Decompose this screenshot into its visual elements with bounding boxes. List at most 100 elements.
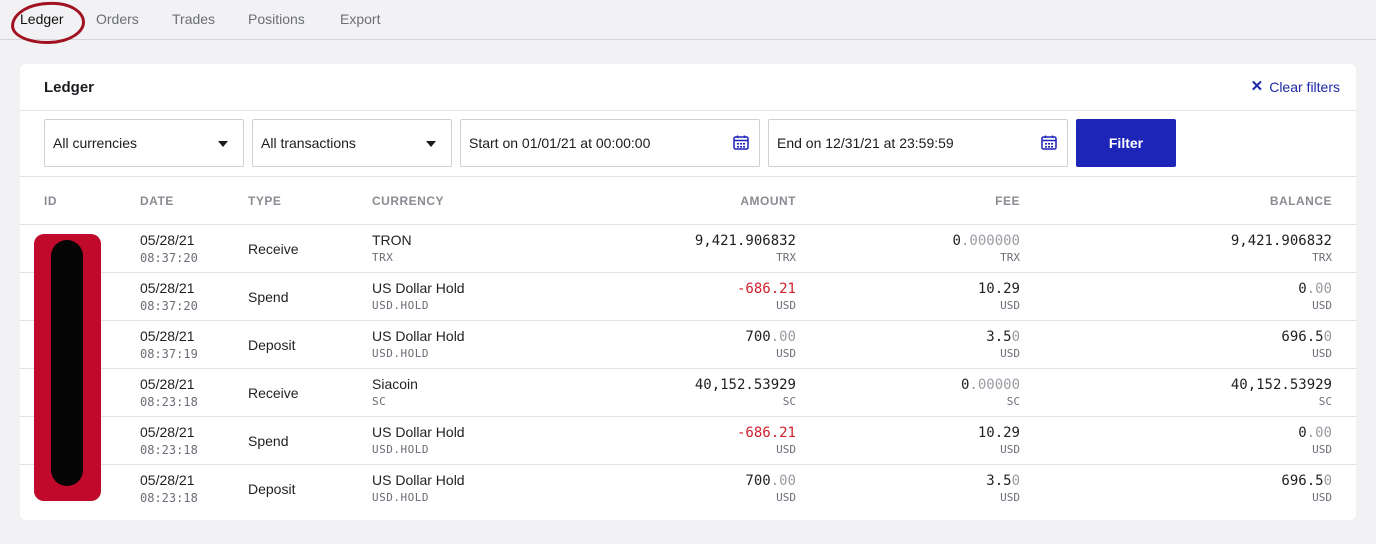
row-fee-unit: TRX (1000, 251, 1020, 264)
ledger-card: Ledger ✕ Clear filters All currencies Al… (20, 64, 1356, 520)
tab-bar: Ledger Orders Trades Positions Export (0, 0, 1376, 40)
column-header-fee[interactable]: FEE (995, 194, 1020, 208)
row-amount-unit: USD (776, 347, 796, 360)
row-type: Receive (248, 241, 299, 257)
row-amount-unit: USD (776, 443, 796, 456)
table-row[interactable]: 05/28/21 08:23:18 Deposit US Dollar Hold… (20, 464, 1356, 512)
row-currency: US Dollar Hold (372, 472, 465, 488)
row-date: 05/28/21 (140, 472, 195, 488)
row-fee: 0.000000 (952, 233, 1020, 249)
card-title: Ledger (44, 79, 95, 96)
row-balance: 0.00 (1298, 281, 1332, 297)
row-type: Deposit (248, 337, 296, 353)
row-fee: 3.50 (986, 329, 1020, 345)
row-amount-unit: USD (776, 299, 796, 312)
tab-ledger[interactable]: Ledger (20, 11, 64, 27)
row-amount-unit: SC (782, 395, 796, 408)
row-currency: TRON (372, 232, 412, 248)
tab-positions[interactable]: Positions (248, 11, 305, 27)
row-fee: 3.50 (986, 473, 1020, 489)
divider (20, 110, 1356, 111)
row-currency: US Dollar Hold (372, 328, 465, 344)
row-date: 05/28/21 (140, 328, 195, 344)
clear-filters-link[interactable]: ✕ Clear filters (1251, 79, 1340, 95)
row-currency-code: USD.HOLD (372, 491, 429, 504)
row-currency-code: USD.HOLD (372, 443, 429, 456)
row-currency: Siacoin (372, 376, 418, 392)
row-time: 08:37:19 (140, 347, 198, 361)
row-fee: 10.29 (977, 281, 1020, 297)
table-row[interactable]: 05/28/21 08:37:20 Receive TRON TRX 9,421… (20, 224, 1356, 272)
currency-select[interactable]: All currencies (44, 119, 244, 167)
column-header-balance[interactable]: BALANCE (1269, 194, 1332, 208)
column-header-id[interactable]: ID (44, 194, 57, 208)
row-type: Spend (248, 433, 289, 449)
row-currency-code: SC (372, 395, 387, 408)
row-balance-unit: SC (1318, 395, 1332, 408)
column-header-type[interactable]: TYPE (248, 194, 282, 208)
caret-down-icon (426, 141, 436, 147)
row-currency-code: TRX (372, 251, 394, 264)
row-date: 05/28/21 (140, 424, 195, 440)
redaction-mark (34, 234, 101, 501)
row-currency: US Dollar Hold (372, 424, 465, 440)
table-row[interactable]: 05/28/21 08:23:18 Spend US Dollar Hold U… (20, 416, 1356, 464)
column-header-amount[interactable]: AMOUNT (740, 194, 796, 208)
table-row[interactable]: 05/28/21 08:37:20 Spend US Dollar Hold U… (20, 272, 1356, 320)
row-date: 05/28/21 (140, 280, 195, 296)
column-header-date[interactable]: DATE (140, 194, 174, 208)
row-fee-unit: USD (1000, 443, 1020, 456)
row-balance-unit: USD (1312, 491, 1332, 504)
row-type: Spend (248, 289, 289, 305)
column-header-currency[interactable]: CURRENCY (372, 194, 445, 208)
row-fee-unit: USD (1000, 347, 1020, 360)
row-fee-unit: SC (1006, 395, 1020, 408)
filter-button[interactable]: Filter (1076, 119, 1176, 167)
row-fee-unit: USD (1000, 491, 1020, 504)
tab-orders[interactable]: Orders (96, 11, 139, 27)
tab-trades[interactable]: Trades (172, 11, 216, 27)
row-amount: -686.21 (736, 281, 796, 297)
row-time: 08:37:20 (140, 299, 198, 313)
ledger-table-body: 05/28/21 08:37:20 Receive TRON TRX 9,421… (20, 224, 1356, 512)
transaction-type-select[interactable]: All transactions (252, 119, 452, 167)
transaction-select-value: All transactions (261, 135, 356, 151)
currency-select-value: All currencies (53, 135, 138, 151)
row-date: 05/28/21 (140, 376, 195, 392)
row-balance-unit: USD (1312, 443, 1332, 456)
row-amount: 700.00 (745, 329, 796, 345)
row-currency: US Dollar Hold (372, 280, 465, 296)
table-row[interactable]: 05/28/21 08:23:18 Receive Siacoin SC 40,… (20, 368, 1356, 416)
row-time: 08:23:18 (140, 443, 198, 457)
row-fee-unit: USD (1000, 299, 1020, 312)
divider (20, 176, 1356, 177)
row-type: Deposit (248, 481, 296, 497)
row-balance: 40,152.53929 (1230, 377, 1332, 393)
row-balance: 9,421.906832 (1230, 233, 1332, 249)
row-fee: 10.29 (977, 425, 1020, 441)
redaction-fill (51, 240, 83, 486)
row-balance-unit: USD (1312, 347, 1332, 360)
row-currency-code: USD.HOLD (372, 299, 429, 312)
row-balance-unit: TRX (1312, 251, 1332, 264)
table-row[interactable]: 05/28/21 08:37:19 Deposit US Dollar Hold… (20, 320, 1356, 368)
row-balance: 0.00 (1298, 425, 1332, 441)
calendar-icon[interactable] (1041, 135, 1057, 150)
row-time: 08:23:18 (140, 395, 198, 409)
row-amount: 9,421.906832 (694, 233, 796, 249)
row-amount: 700.00 (745, 473, 796, 489)
start-date-picker[interactable]: Start on 01/01/21 at 00:00:00 (460, 119, 760, 167)
row-amount-unit: TRX (776, 251, 796, 264)
row-balance-unit: USD (1312, 299, 1332, 312)
tab-export[interactable]: Export (340, 11, 381, 27)
calendar-icon[interactable] (733, 135, 749, 150)
end-date-picker[interactable]: End on 12/31/21 at 23:59:59 (768, 119, 1068, 167)
row-fee: 0.00000 (960, 377, 1020, 393)
row-type: Receive (248, 385, 299, 401)
caret-down-icon (218, 141, 228, 147)
row-amount: 40,152.53929 (694, 377, 796, 393)
row-date: 05/28/21 (140, 232, 195, 248)
end-date-value: End on 12/31/21 at 23:59:59 (777, 135, 954, 151)
row-balance: 696.50 (1281, 329, 1332, 345)
close-icon: ✕ (1250, 78, 1264, 95)
